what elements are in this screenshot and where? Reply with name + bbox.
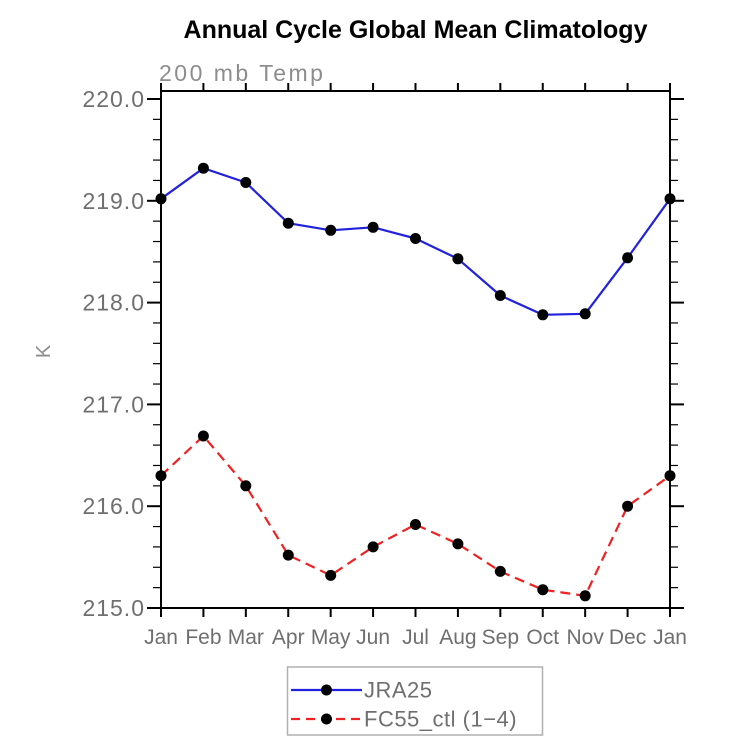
- data-point-marker: [282, 549, 294, 561]
- data-point-marker: [197, 162, 209, 174]
- data-point-marker: [325, 224, 337, 236]
- data-point-marker: [494, 290, 506, 301]
- data-point-marker: [622, 500, 634, 512]
- data-point-marker: [367, 541, 379, 553]
- data-point-marker: [537, 309, 549, 321]
- y-tick-label: 215.0: [82, 595, 145, 621]
- data-point-marker: [155, 470, 167, 482]
- x-tick-label: Mar: [228, 626, 264, 649]
- y-tick-label: 220.0: [82, 86, 145, 112]
- data-point-marker: [622, 252, 634, 264]
- data-point-marker: [240, 177, 252, 188]
- x-tick-label: Aug: [439, 626, 476, 649]
- data-point-marker: [664, 193, 676, 205]
- data-point-marker: [579, 590, 591, 602]
- legend-marker: [321, 713, 332, 725]
- data-point-marker: [452, 538, 464, 550]
- data-point-marker: [197, 430, 209, 442]
- data-point-marker: [410, 233, 421, 244]
- x-tick-label: Sep: [482, 626, 519, 649]
- x-tick-label: Oct: [526, 626, 559, 649]
- series-line-1: [160, 434, 671, 597]
- x-tick-label: Nov: [566, 626, 604, 649]
- chart-subtitle: 200 mb Temp: [159, 60, 326, 86]
- data-point-marker: [494, 565, 506, 577]
- legend-box: [286, 666, 544, 736]
- y-axis-title: K: [33, 344, 56, 359]
- data-point-marker: [367, 221, 379, 233]
- x-tick-label: Dec: [609, 626, 646, 649]
- data-point-marker: [579, 308, 591, 320]
- data-point-marker: [282, 217, 294, 229]
- x-tick-label: Jun: [356, 626, 390, 649]
- data-point-marker: [537, 584, 549, 596]
- chart-title: Annual Cycle Global Mean Climatology: [183, 16, 648, 44]
- x-tick-label: Jan: [653, 626, 687, 649]
- y-tick-label: 218.0: [82, 290, 145, 316]
- y-tick-label: 217.0: [82, 391, 145, 417]
- x-tick-label: Apr: [272, 626, 305, 649]
- data-point-marker: [410, 519, 421, 530]
- data-point-marker: [664, 470, 676, 482]
- x-tick-label: Feb: [185, 626, 221, 649]
- x-tick-label: Jul: [402, 626, 429, 649]
- legend-label: JRA25: [364, 678, 433, 703]
- x-tick-label: Jan: [144, 626, 178, 649]
- y-tick-label: 216.0: [82, 493, 145, 519]
- data-point-marker: [452, 253, 464, 265]
- legend-label: FC55_ctl (1−4): [364, 707, 517, 732]
- data-point-marker: [240, 480, 252, 492]
- x-tick-label: May: [311, 626, 351, 649]
- plot-frame: [160, 90, 671, 609]
- data-point-marker: [155, 193, 167, 205]
- y-tick-label: 219.0: [82, 188, 145, 214]
- legend-marker: [321, 684, 332, 696]
- data-point-marker: [325, 569, 337, 581]
